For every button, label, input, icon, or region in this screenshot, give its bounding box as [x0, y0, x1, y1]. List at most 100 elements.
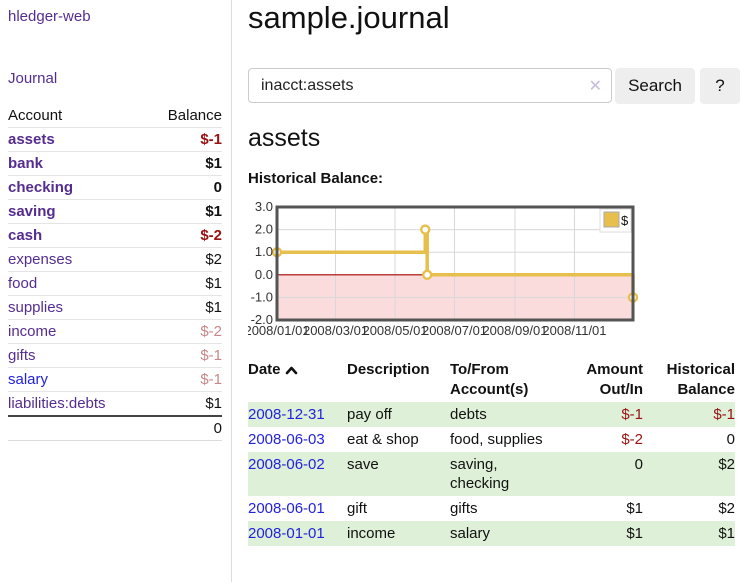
transaction-date-link[interactable]: 2008-06-01	[248, 500, 325, 517]
accounts-total-value: 0	[145, 415, 222, 441]
x-axis-tick-label: 2008/05/01	[362, 323, 427, 338]
clear-search-icon[interactable]: ✕	[588, 78, 602, 95]
y-axis-tick-label: 3.0	[255, 199, 273, 214]
account-link[interactable]: gifts	[8, 347, 36, 364]
transaction-description-cell: pay off	[347, 406, 392, 423]
tofrom-column-header: To/From Account(s)	[450, 361, 529, 398]
account-balance: $1	[145, 271, 222, 296]
register-header-row: Date Description To/From Account(s) Amou…	[248, 358, 735, 402]
chart-canvas: $3.0 2.0 1.0 0.0 -1.0 -2.02008/01/012008/03/0…	[244, 199, 639, 338]
x-axis-tick-label: 2008/11/01	[542, 323, 606, 338]
account-row: income $-2	[8, 319, 222, 344]
transaction-amount-cell: $1	[626, 500, 643, 517]
x-axis-tick-label: 2008/09/01	[482, 323, 547, 338]
transaction-date-link[interactable]: 2008-06-02	[248, 456, 325, 473]
account-link[interactable]: income	[8, 323, 57, 340]
transaction-row: 2008-06-02 save saving, checking 0 $2	[248, 452, 735, 496]
transaction-balance-cell: $2	[718, 500, 735, 517]
transaction-amount-cell: $-2	[621, 431, 643, 448]
transaction-accounts-cell: debts	[450, 406, 487, 423]
account-link[interactable]: liabilities:debts	[8, 395, 106, 412]
account-row: assets $-1	[8, 127, 222, 152]
account-balance: $-1	[145, 367, 222, 392]
accounts-table-header: Account Balance	[8, 104, 222, 128]
transaction-row: 2008-01-01 income salary $1 $1	[248, 521, 735, 546]
search-form: ✕ Search ?	[248, 68, 740, 105]
legend-swatch	[603, 211, 620, 228]
account-balance: $-1	[145, 127, 222, 152]
historical-balance-chart: $3.0 2.0 1.0 0.0 -1.0 -2.0 2008/01/01 2008/03/0…	[244, 198, 718, 346]
legend-label: $	[621, 213, 629, 228]
y-axis-tick-label: -1.0	[251, 289, 273, 304]
search-button[interactable]: Search	[615, 68, 695, 104]
transaction-date-link[interactable]: 2008-01-01	[248, 525, 325, 542]
account-balance: 0	[145, 175, 222, 200]
account-column-header: Account	[8, 104, 146, 128]
transaction-accounts-cell: gifts	[450, 500, 478, 517]
sort-ascending-icon	[285, 361, 298, 381]
account-balance: $-2	[145, 319, 222, 344]
transaction-description-cell: gift	[347, 500, 368, 517]
y-axis-tick-label: 1.0	[255, 244, 273, 259]
account-link[interactable]: cash	[8, 227, 43, 244]
chart-label: Historical Balance:	[248, 170, 384, 187]
transaction-date-cell: 2008-12-31	[248, 402, 347, 427]
transaction-row: 2008-06-01 gift gifts $1 $2	[248, 496, 735, 521]
account-link[interactable]: bank	[8, 155, 44, 172]
transaction-date-cell: 2008-06-01	[248, 496, 347, 521]
account-link[interactable]: salary	[8, 371, 49, 388]
x-axis-tick-label: 2008/01/01	[248, 323, 310, 338]
account-row: cash $-2	[8, 223, 222, 248]
transaction-accounts-cell: saving, checking	[450, 456, 510, 492]
account-link[interactable]: saving	[8, 203, 56, 220]
transaction-row: 2008-06-03 eat & shop food, supplies $-2 0	[248, 427, 735, 452]
account-balance: $1	[145, 391, 222, 417]
account-link[interactable]: expenses	[8, 251, 73, 268]
account-balance: $-1	[145, 343, 222, 368]
transaction-description-cell: eat & shop	[347, 431, 419, 448]
register-table: Date Description To/From Account(s) Amou…	[248, 358, 735, 546]
y-axis-tick-label: 0.0	[255, 267, 273, 282]
x-axis-tick-label: 2008/07/01	[422, 323, 487, 338]
account-row: expenses $2	[8, 247, 222, 272]
transaction-balance-cell: $-1	[713, 406, 735, 423]
accounts-total-row: 0	[8, 415, 222, 441]
account-row: gifts $-1	[8, 343, 222, 368]
transaction-balance-cell: $2	[718, 456, 735, 473]
account-row: checking 0	[8, 175, 222, 200]
amount-column-header: Amount Out/In	[586, 361, 643, 398]
transaction-description-cell: income	[347, 525, 396, 542]
transaction-accounts-cell: food, supplies	[450, 431, 543, 448]
sidebar-item-journal[interactable]: Journal	[8, 70, 58, 87]
transaction-date-cell: 2008-06-03	[248, 427, 347, 452]
balance-column-header: Balance	[145, 104, 222, 128]
transaction-date-link[interactable]: 2008-12-31	[248, 406, 325, 423]
account-link[interactable]: supplies	[8, 299, 64, 316]
app-title-link[interactable]: hledger-web	[8, 8, 91, 25]
transaction-row: 2008-12-31 pay off debts $-1 $-1	[248, 402, 735, 427]
transaction-date-cell: 2008-06-02	[248, 452, 347, 496]
transaction-date-link[interactable]: 2008-06-03	[248, 431, 325, 448]
account-link[interactable]: food	[8, 275, 38, 292]
description-column-header: Description	[347, 361, 430, 378]
account-balance: $1	[145, 151, 222, 176]
account-link[interactable]: assets	[8, 131, 55, 148]
x-axis-tick-label: 2008/03/01	[303, 323, 368, 338]
account-row: food $1	[8, 271, 222, 296]
data-point-marker	[422, 269, 433, 281]
help-button[interactable]: ?	[700, 68, 740, 104]
accounts-table: Account Balance assets $-1 bank $1 checking 0…	[8, 104, 222, 441]
transaction-balance-cell: $1	[718, 525, 735, 542]
account-balance: $-2	[145, 223, 222, 248]
date-column-header[interactable]: Date	[248, 358, 347, 402]
transaction-description-cell: save	[347, 456, 379, 473]
account-link[interactable]: checking	[8, 179, 74, 196]
account-row: saving $1	[8, 199, 222, 224]
data-point-marker	[420, 224, 431, 235]
account-row: liabilities:debts $1	[8, 391, 222, 417]
transaction-amount-cell: 0	[634, 456, 643, 473]
account-balance: $1	[145, 199, 222, 224]
transaction-date-cell: 2008-01-01	[248, 521, 347, 546]
search-input[interactable]	[259, 76, 583, 96]
page-title: sample.journal	[248, 0, 450, 35]
